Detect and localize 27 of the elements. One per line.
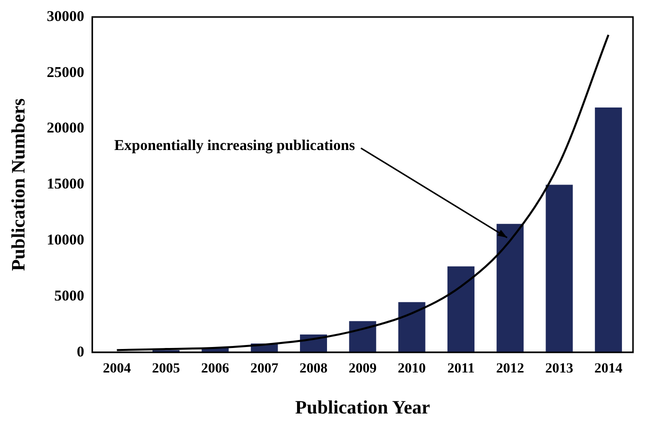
bar <box>546 184 573 352</box>
bar <box>398 302 426 352</box>
y-tick-label: 0 <box>76 344 84 360</box>
bar <box>349 321 376 352</box>
y-axis-title: Publication Numbers <box>8 98 30 272</box>
y-tick-label: 5000 <box>54 288 84 304</box>
y-tick-label: 10000 <box>46 232 84 248</box>
y-tick-label: 20000 <box>46 120 84 137</box>
x-tick-label: 2008 <box>299 361 328 376</box>
annotation: Exponentially increasing publications <box>114 138 356 154</box>
x-tick-label: 2009 <box>348 361 377 376</box>
x-tick-label: 2011 <box>447 361 475 376</box>
bar <box>496 224 524 352</box>
x-tick-label: 2012 <box>496 361 524 376</box>
bar <box>594 108 622 352</box>
y-tick-label: 15000 <box>46 176 84 193</box>
x-tick-label: 2007 <box>250 361 278 376</box>
x-tick-label: 2005 <box>152 361 180 376</box>
y-tick-label: 30000 <box>46 8 84 25</box>
x-tick-label: 2010 <box>398 361 426 376</box>
x-axis-title: Publication Year <box>295 398 431 419</box>
x-tick-label: 2013 <box>545 361 574 376</box>
x-tick-label: 2004 <box>102 361 131 376</box>
x-tick-label: 2014 <box>594 361 622 376</box>
x-tick-label: 2006 <box>201 361 230 376</box>
y-tick-label: 25000 <box>46 64 84 81</box>
bar <box>447 266 474 352</box>
